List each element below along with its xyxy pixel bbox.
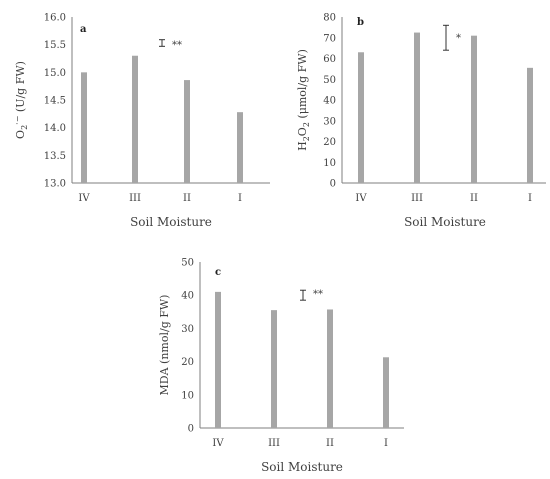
bar-iv	[81, 72, 87, 183]
y-tick-label: 80	[323, 13, 336, 24]
panel-a: 13.013.514.014.515.015.516.0 IV III II I a …	[13, 13, 270, 229]
significance-label: **	[313, 289, 323, 300]
y-tick-label: 10	[323, 158, 336, 169]
significance-label: **	[172, 40, 182, 51]
panel-letter: b	[357, 17, 364, 28]
y-tick-label: 40	[181, 291, 194, 302]
y-tick-label: 0	[330, 179, 336, 190]
y-axis-title: MDA (nmol/g FW)	[158, 295, 171, 396]
y-tick-label: 50	[181, 258, 194, 269]
y-tick-label: 60	[323, 54, 336, 65]
x-tick-label: III	[268, 438, 280, 449]
y-tick-label: 70	[323, 33, 336, 44]
y-tick-label: 13.0	[44, 179, 66, 190]
x-axis-title: Soil Moisture	[130, 215, 212, 229]
y-tick-label: 10	[181, 390, 194, 401]
panel-letter: a	[80, 24, 87, 35]
bar-i	[383, 357, 389, 428]
x-tick-label: I	[238, 193, 242, 204]
y-tick-label: 40	[323, 96, 336, 107]
bar-i	[237, 112, 243, 183]
x-tick-label: III	[129, 193, 141, 204]
y-tick-label: 50	[323, 75, 336, 86]
bar-iii	[271, 310, 277, 428]
bar-ii	[184, 80, 190, 183]
y-axis-title: O2·− (U/g FW)	[13, 61, 29, 139]
panel-letter: c	[215, 267, 221, 278]
y-tick-label: 14.5	[44, 96, 66, 107]
x-tick-label: IV	[355, 193, 367, 204]
y-axis-title: H2O2 (μmol/g FW)	[296, 49, 311, 151]
y-tick-label: 15.0	[44, 68, 66, 79]
bar-iv	[358, 52, 364, 184]
y-tick-label: 13.5	[44, 151, 66, 162]
bar-i	[527, 67, 533, 183]
y-tick-label: 15.5	[44, 40, 66, 51]
y-tick-label: 16.0	[44, 13, 66, 24]
x-axis-title: Soil Moisture	[261, 460, 343, 474]
bar-ii	[471, 35, 477, 183]
x-tick-label: I	[528, 193, 532, 204]
x-tick-label: II	[470, 193, 478, 204]
x-tick-label: I	[384, 438, 388, 449]
x-axis-title: Soil Moisture	[404, 215, 486, 229]
y-tick-label: 30	[323, 116, 336, 127]
y-tick-label: 14.0	[44, 123, 66, 134]
bar-ii	[327, 309, 333, 428]
bar-iii	[414, 32, 420, 183]
x-tick-label: II	[326, 438, 334, 449]
x-tick-label: III	[411, 193, 423, 204]
y-tick-label: 20	[323, 137, 336, 148]
x-tick-label: II	[183, 193, 191, 204]
bar-iii	[132, 55, 138, 183]
y-tick-label: 0	[188, 424, 194, 435]
y-tick-label: 20	[181, 357, 194, 368]
x-tick-label: IV	[78, 193, 90, 204]
significance-label: *	[456, 33, 461, 44]
bar-iv	[215, 291, 221, 428]
y-tick-label: 30	[181, 324, 194, 335]
x-tick-label: IV	[212, 438, 224, 449]
